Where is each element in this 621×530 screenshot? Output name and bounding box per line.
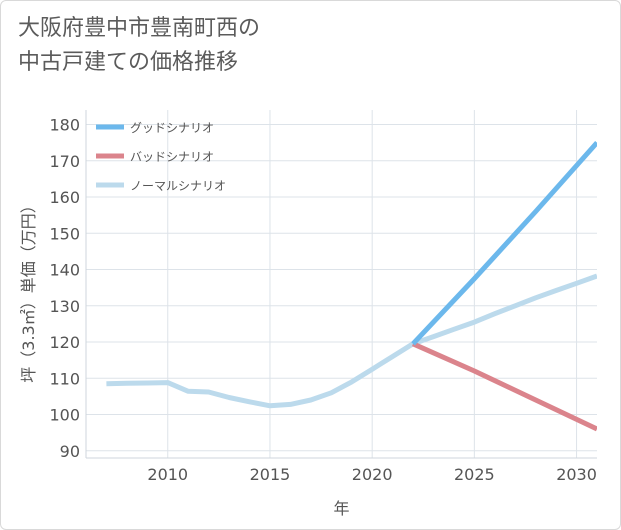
legend-bad-label: バッドシナリオ — [130, 150, 214, 164]
y-tick-label: 130 — [49, 297, 80, 316]
y-tick-label: 170 — [49, 152, 80, 171]
grid — [86, 110, 597, 458]
x-tick-label: 2010 — [147, 465, 188, 484]
x-tick-label: 2030 — [556, 465, 597, 484]
series-line-bad — [411, 341, 599, 432]
axes: 90 100 110 120 130 140 150 160 170 180 2010 2015 202… — [19, 110, 597, 518]
y-tick-label: 150 — [49, 224, 80, 243]
series-line-good — [411, 140, 599, 346]
y-tick-label: 180 — [49, 116, 80, 135]
y-tick-label: 120 — [49, 333, 80, 352]
chart-title-line-1: 大阪府豊中市豊南町西の — [18, 16, 261, 41]
x-axis-title: 年 — [333, 499, 349, 518]
y-tick-label: 110 — [49, 369, 80, 388]
legend-good-label: グッドシナリオ — [130, 121, 214, 135]
legend-normal-label: ノーマルシナリオ — [130, 179, 226, 193]
plot-right-mask — [597, 106, 619, 462]
y-tick-label: 100 — [49, 406, 80, 425]
series-line-normal — [106, 273, 598, 409]
y-tick-label: 90 — [60, 442, 80, 461]
series-lines — [106, 106, 619, 462]
chart-title-line-2: 中古戸建ての価格推移 — [18, 50, 239, 75]
x-tick-label: 2025 — [454, 465, 495, 484]
x-tick-label: 2015 — [250, 465, 291, 484]
y-tick-label: 140 — [49, 261, 80, 280]
x-tick-label: 2020 — [352, 465, 393, 484]
chart-title: 大阪府豊中市豊南町西の 中古戸建ての価格推移 — [18, 12, 260, 80]
y-tick-label: 160 — [49, 188, 80, 207]
y-axis-title: 坪（3.3㎡）単価（万円） — [19, 197, 38, 382]
plot-area — [86, 110, 597, 458]
